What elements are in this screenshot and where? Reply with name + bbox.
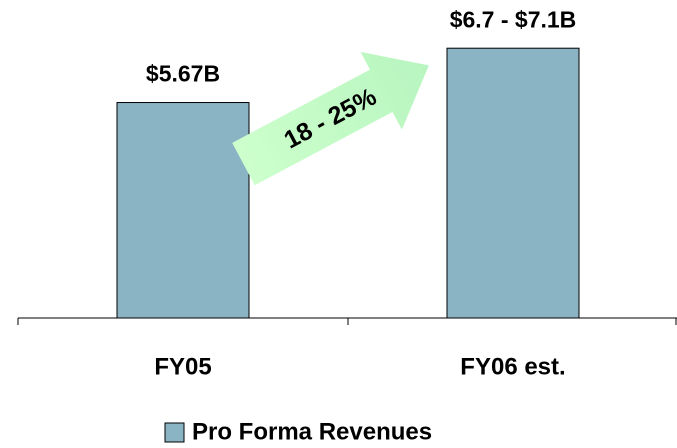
x-tick-label: FY05 <box>154 353 211 380</box>
value-label: $5.67B <box>146 61 220 87</box>
arrow-shape <box>232 51 429 186</box>
plot-area: $5.67B FY05 $6.7 - $7.1B FY06 est. <box>17 6 677 380</box>
legend-label: Pro Forma Revenues <box>192 418 432 445</box>
bar <box>116 102 250 319</box>
bar <box>446 47 580 319</box>
x-tick-label: FY06 est. <box>460 353 565 380</box>
legend-swatch <box>164 422 185 443</box>
growth-arrow: 18 - 25% <box>232 51 429 186</box>
value-label: $6.7 - $7.1B <box>450 6 577 32</box>
